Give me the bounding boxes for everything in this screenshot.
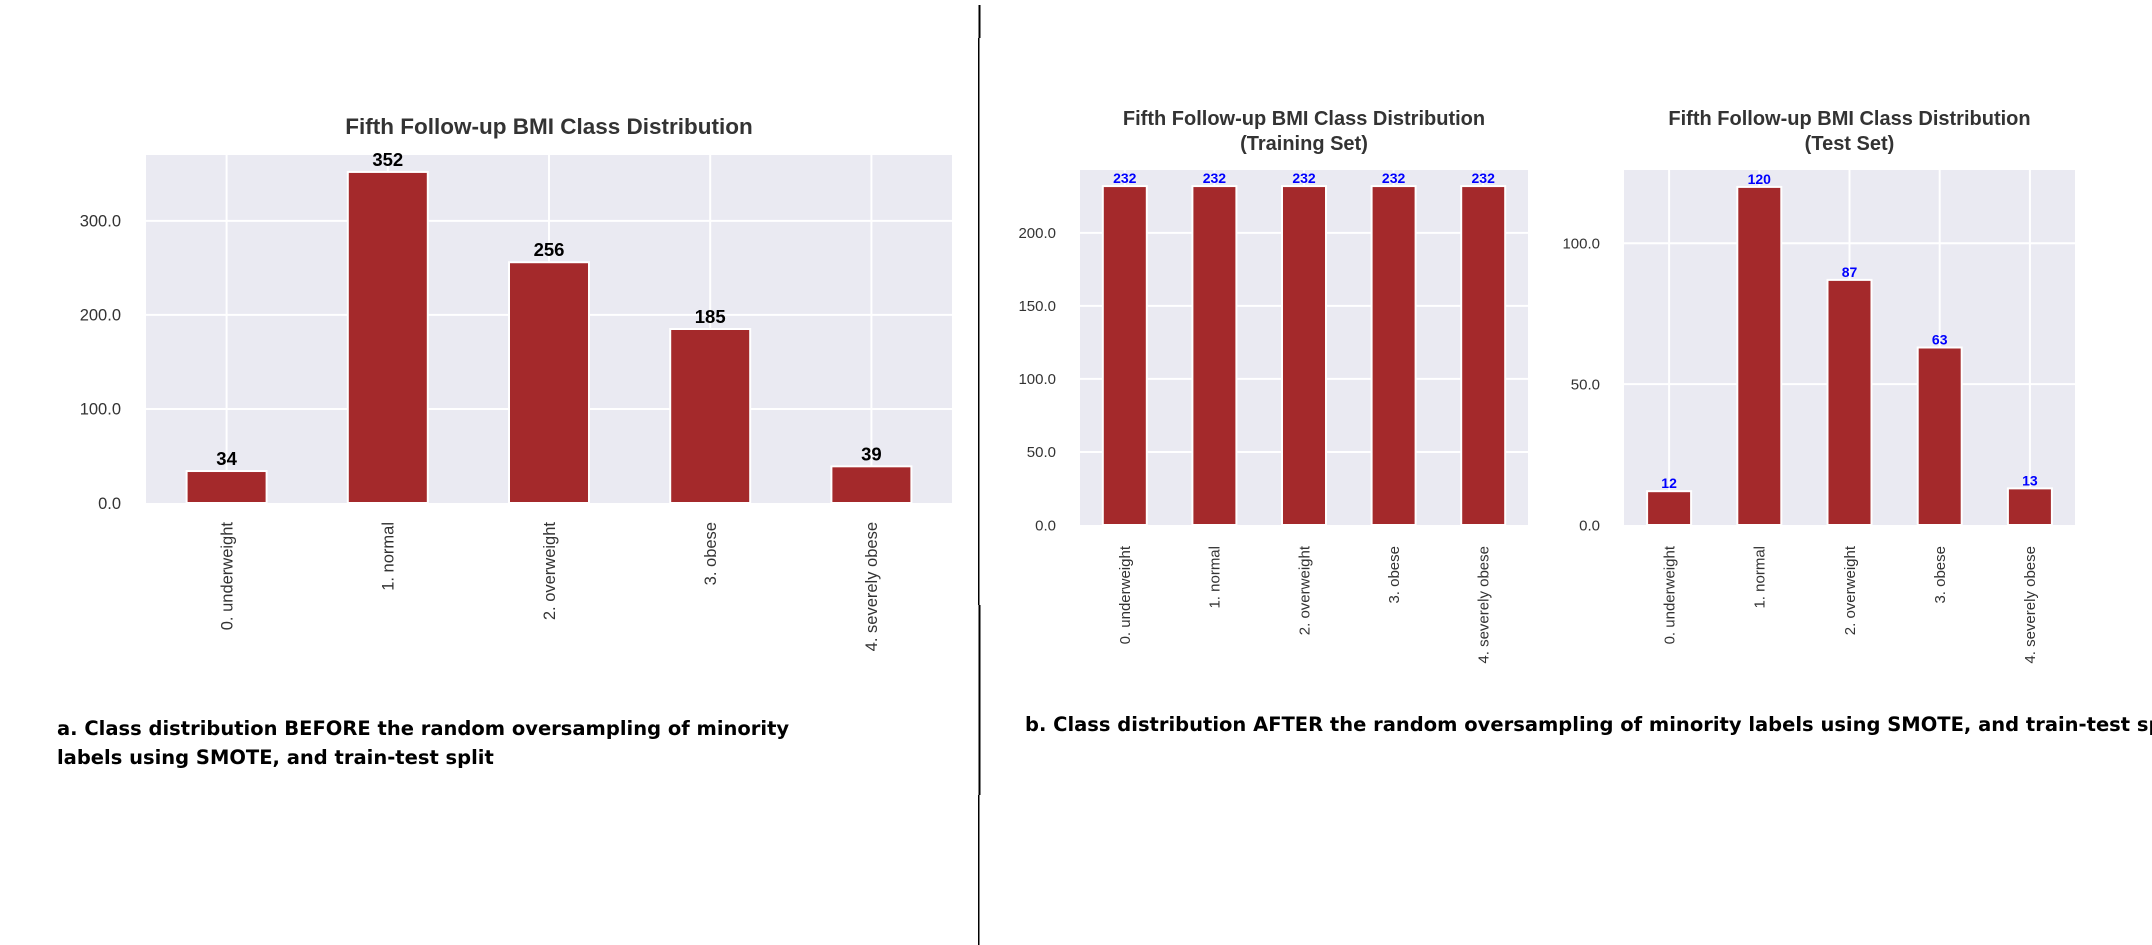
chart-title: Fifth Follow-up BMI Class Distribution [1123,108,1485,130]
chart-training-set: 0.0 50.0 100.0 150.0 200.0 232 232 232 232 232 0. … [1018,108,1528,664]
chart-subtitle: (Test Set) [1805,133,1895,155]
bar-value-label-1: 352 [372,149,403,170]
x-category-label-2: 2. overweight [1842,545,1859,635]
bar-value-label-2: 87 [1842,264,1858,280]
y-tick-label: 300.0 [80,213,121,231]
bar-1 [346,170,429,505]
chart-title: Fifth Follow-up BMI Class Distribution [345,114,752,139]
x-category-label-1: 1. normal [380,522,398,591]
caption-a: a. Class distribution BEFORE the random … [57,717,790,769]
x-category-label-4: 4. severely obese [2022,546,2039,664]
x-category-label-3: 3. obese [1386,546,1403,604]
chart-test-set: 0.0 50.0 100.0 12 120 87 63 13 0. underweight 1. … [1562,108,2075,664]
bar-value-label-4: 39 [861,443,882,464]
bar-value-label-3: 185 [695,306,726,327]
bar-3 [1916,346,1963,526]
x-category-label-4: 4. severely obese [1475,546,1492,664]
y-tick-label: 100.0 [1562,236,1600,253]
bar-3 [669,328,752,504]
bar-2 [1826,278,1873,526]
bar-value-label-0: 34 [216,448,237,469]
x-category-label-1: 1. normal [1752,546,1769,609]
bar-3 [1370,185,1417,527]
bar-value-label-4: 13 [2022,472,2038,488]
bar-2 [508,261,590,504]
y-tick-label: 0.0 [1035,517,1056,534]
bar-2 [1281,185,1327,527]
bar-4 [2006,487,2053,526]
bar-value-label-0: 12 [1661,475,1677,491]
bar-value-label-2: 232 [1292,170,1316,186]
y-tick-label: 50.0 [1027,444,1056,461]
bar-value-label-3: 63 [1932,332,1948,348]
x-category-label-3: 3. obese [702,522,720,585]
chart-title: Fifth Follow-up BMI Class Distribution [1668,108,2030,130]
y-tick-label: 150.0 [1018,298,1056,315]
y-tick-label: 200.0 [80,307,121,325]
bar-0 [1101,185,1148,527]
y-tick-label: 0.0 [98,495,121,513]
bar-value-label-3: 232 [1382,170,1406,186]
bar-1 [1191,185,1238,527]
x-category-label-1: 1. normal [1207,546,1224,609]
x-category-label-4: 4. severely obese [863,522,881,651]
y-tick-label: 0.0 [1579,517,1600,534]
x-category-label-3: 3. obese [1932,546,1949,604]
chart-before-oversampling: 0.0 100.0 200.0 300.0 34 352 256 185 39 0. underw… [80,114,952,651]
panel-divider [978,5,981,945]
x-category-label-2: 2. overweight [541,522,559,621]
bar-0 [1646,490,1693,527]
y-tick-label: 50.0 [1571,376,1600,393]
bar-4 [830,465,913,504]
bar-0 [185,470,268,504]
x-category-label-2: 2. overweight [1296,545,1313,635]
bar-value-label-2: 256 [534,239,565,260]
bar-4 [1460,185,1507,527]
y-tick-label: 200.0 [1018,225,1056,242]
chart-subtitle: (Training Set) [1240,133,1368,155]
bar-1 [1736,185,1783,526]
caption-b: b. Class distribution AFTER the random o… [1025,713,2152,736]
x-category-label-0: 0. underweight [1661,545,1678,644]
y-tick-label: 100.0 [80,401,121,419]
x-category-label-0: 0. underweight [1117,545,1134,644]
bar-value-label-1: 120 [1748,171,1772,187]
bar-value-label-4: 232 [1472,170,1496,186]
bar-value-label-0: 232 [1113,170,1137,186]
y-tick-label: 100.0 [1018,371,1056,388]
x-category-label-0: 0. underweight [218,522,236,631]
bar-value-label-1: 232 [1203,170,1227,186]
